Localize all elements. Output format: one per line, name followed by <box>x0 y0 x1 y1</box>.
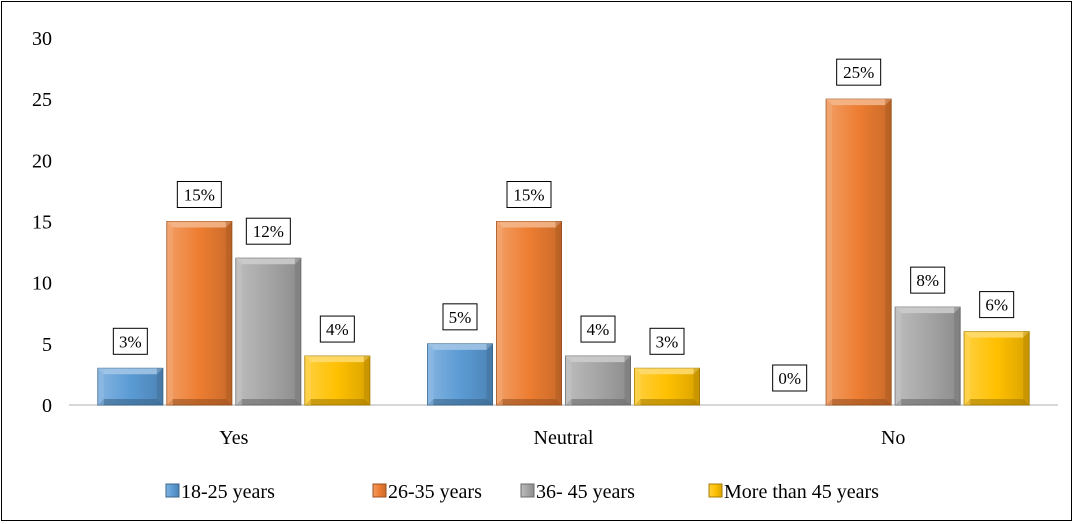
y-tick-label: 20 <box>32 150 52 172</box>
legend-label: 26-35 years <box>388 481 482 503</box>
bar <box>97 367 164 406</box>
bar <box>496 221 562 406</box>
data-label: 3% <box>649 327 685 355</box>
svg-text:3%: 3% <box>119 332 142 351</box>
data-label: 3% <box>112 327 148 355</box>
legend-swatch <box>520 483 535 498</box>
y-tick-label: 25 <box>32 89 52 111</box>
legend-item: 36- 45 years <box>520 481 635 503</box>
legend-item: 18-25 years <box>165 481 275 503</box>
x-tick-label: No <box>881 427 905 449</box>
y-tick-label: 5 <box>42 334 52 356</box>
legend-swatch <box>708 483 723 498</box>
x-axis: Yes Neutral No <box>69 404 1058 449</box>
legend-item: More than 45 years <box>708 481 879 503</box>
legend: 18-25 years 26-35 years 36- 45 years More t… <box>165 481 879 503</box>
svg-text:4%: 4% <box>587 320 610 339</box>
data-label: 4% <box>580 315 616 343</box>
svg-text:15%: 15% <box>513 186 544 205</box>
y-tick-label: 0 <box>42 395 52 417</box>
svg-text:15%: 15% <box>184 186 215 205</box>
data-label: 4% <box>319 315 355 343</box>
bar <box>166 221 233 406</box>
data-label: 15% <box>176 181 222 208</box>
svg-text:8%: 8% <box>916 271 939 290</box>
data-label: 0% <box>772 364 808 392</box>
bar <box>634 367 700 406</box>
legend-item: 26-35 years <box>372 481 482 503</box>
bar <box>235 257 302 406</box>
svg-text:0%: 0% <box>778 369 801 388</box>
svg-text:6%: 6% <box>985 296 1008 315</box>
data-label: 25% <box>836 58 882 86</box>
data-label: 15% <box>506 181 552 208</box>
data-label: 8% <box>910 266 946 294</box>
legend-swatch <box>372 483 387 498</box>
bars <box>97 98 1030 406</box>
legend-label: 18-25 years <box>181 481 275 503</box>
y-tick-label: 15 <box>32 212 52 234</box>
data-label: 6% <box>979 291 1015 319</box>
bar <box>825 98 892 406</box>
svg-text:5%: 5% <box>449 308 472 327</box>
bar <box>304 355 371 406</box>
bar <box>894 306 961 406</box>
y-tick-label: 30 <box>32 28 52 50</box>
data-labels: 3% 15% 12% 4% 5% 15% 4% 3% 0% 25% 8% 6% <box>112 58 1015 392</box>
svg-text:4%: 4% <box>326 320 349 339</box>
x-tick-label: Neutral <box>534 427 594 449</box>
bar <box>565 355 631 406</box>
bar <box>427 343 493 406</box>
y-tick-label: 10 <box>32 273 52 295</box>
legend-swatch <box>165 483 180 498</box>
bar <box>963 331 1030 406</box>
svg-text:25%: 25% <box>843 63 874 82</box>
svg-text:12%: 12% <box>253 222 284 241</box>
legend-label: 36- 45 years <box>536 481 635 503</box>
data-label: 12% <box>245 217 291 245</box>
x-tick-label: Yes <box>219 427 248 449</box>
svg-text:3%: 3% <box>656 332 679 351</box>
data-label: 5% <box>442 303 478 331</box>
y-axis: 0 5 10 15 20 25 30 <box>32 28 52 417</box>
legend-label: More than 45 years <box>724 481 879 503</box>
